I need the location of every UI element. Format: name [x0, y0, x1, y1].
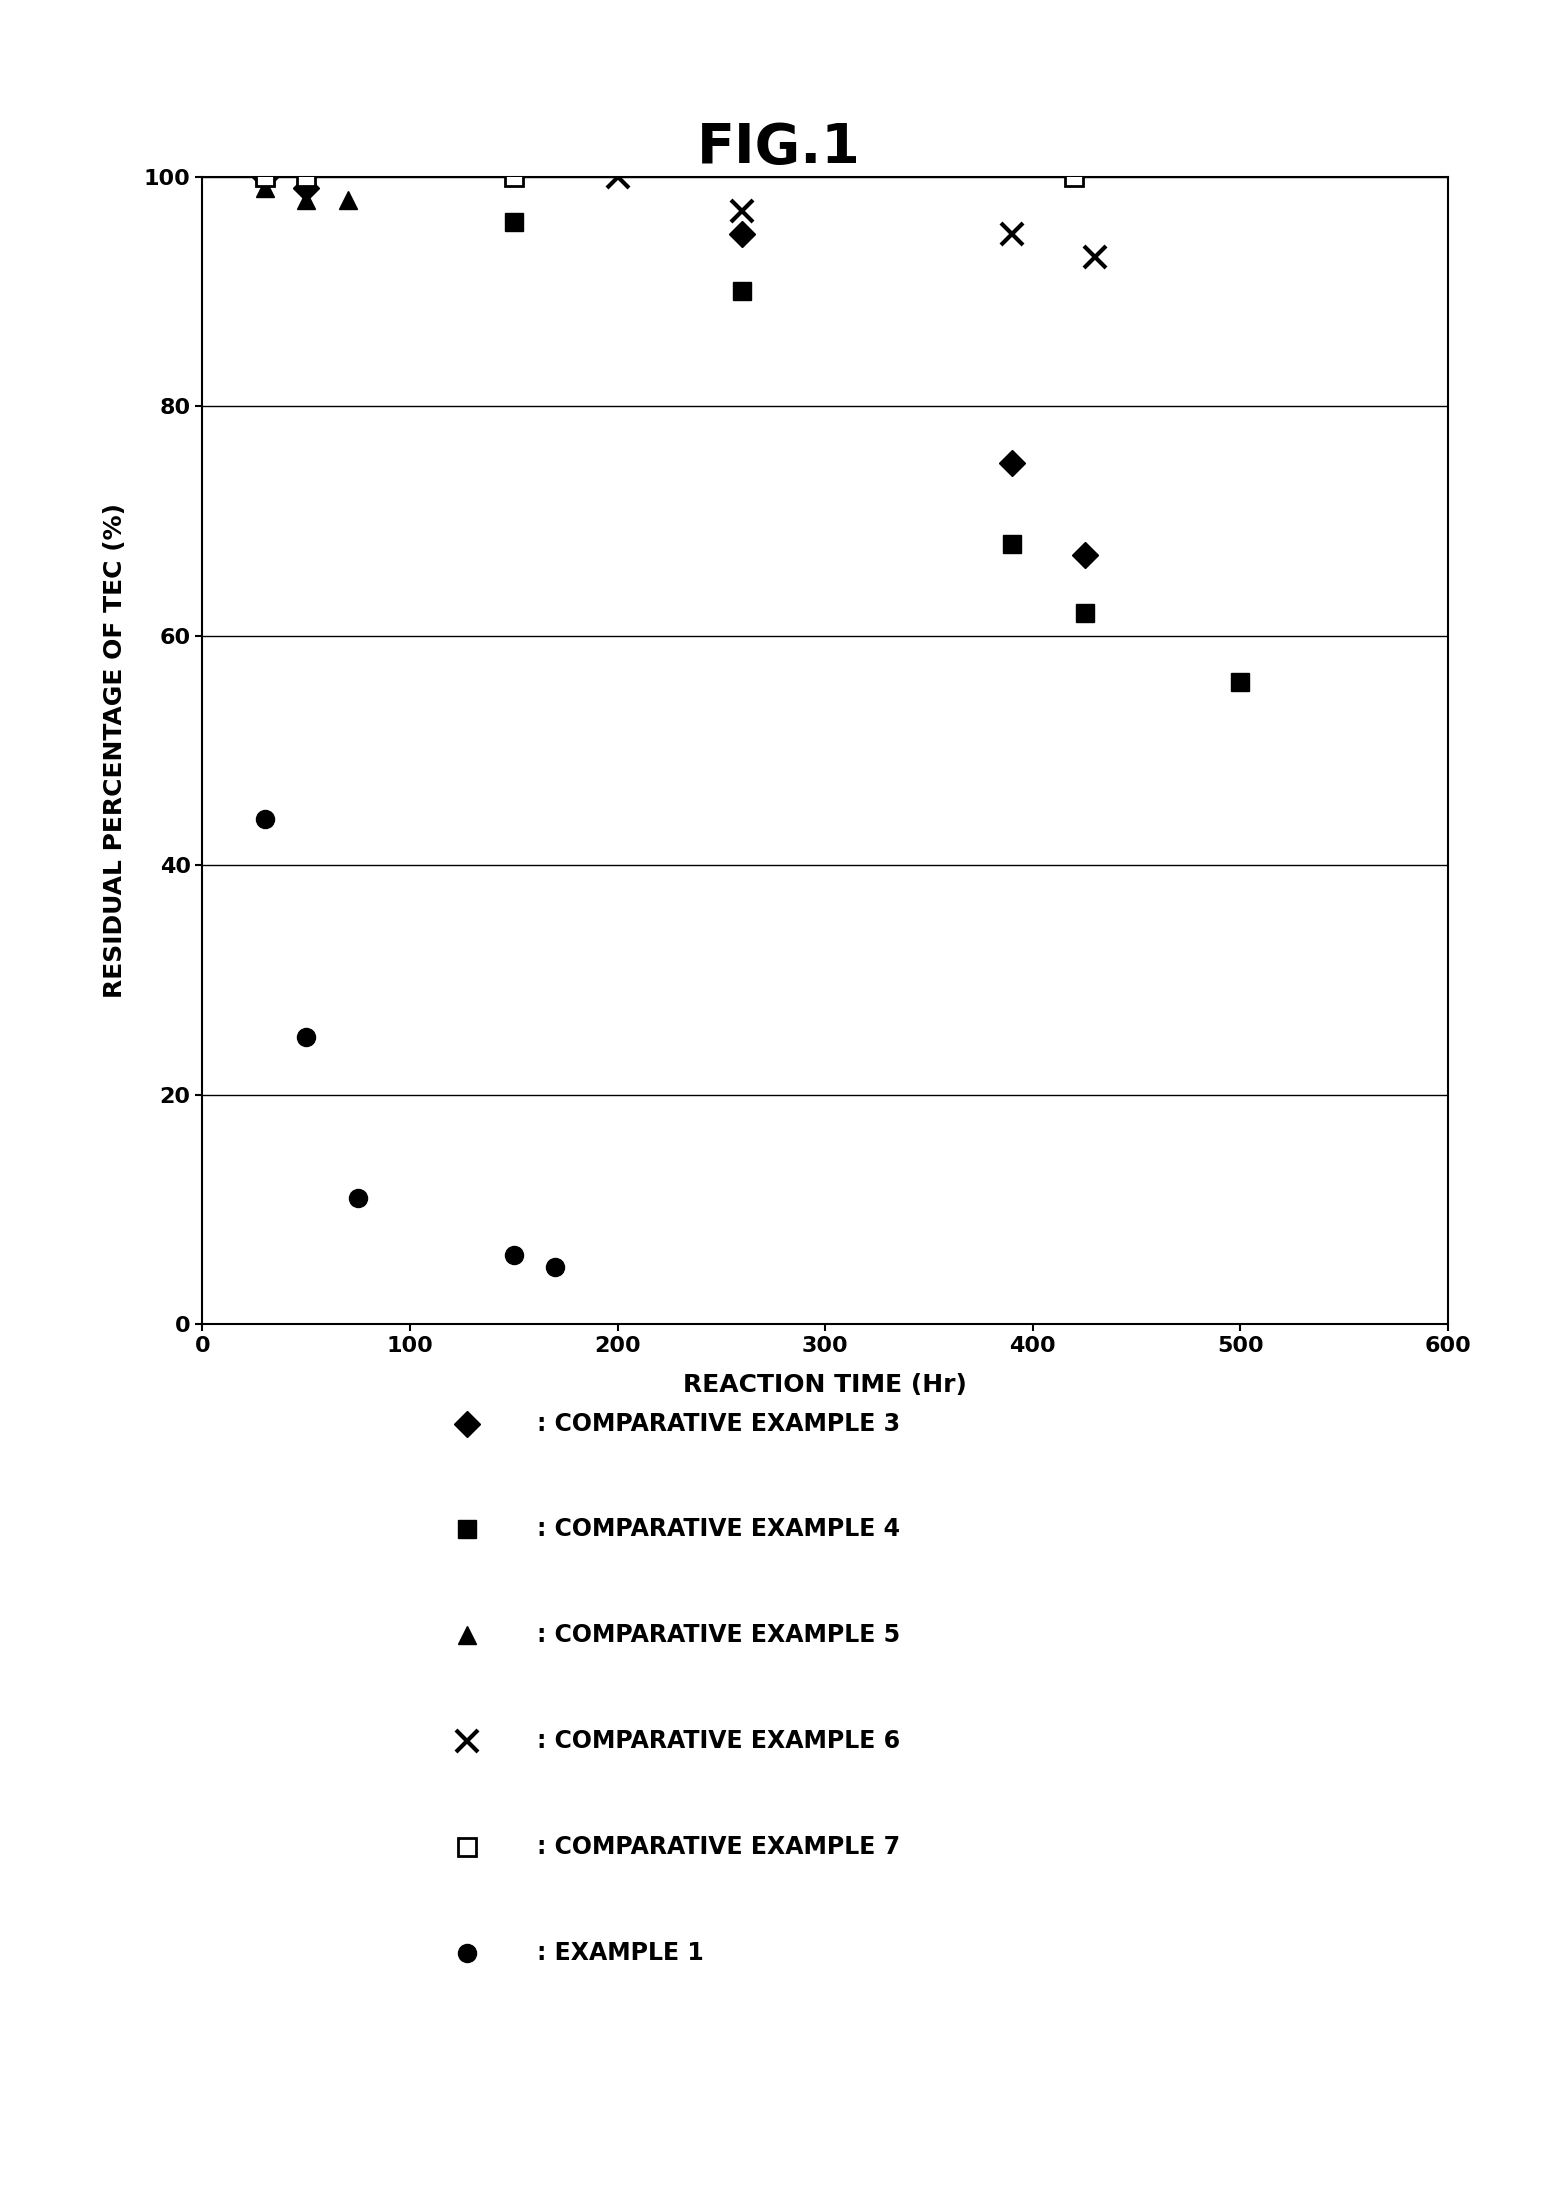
Y-axis label: RESIDUAL PERCENTAGE OF TEC (%): RESIDUAL PERCENTAGE OF TEC (%) — [103, 503, 128, 998]
Text: : COMPARATIVE EXAMPLE 5: : COMPARATIVE EXAMPLE 5 — [537, 1624, 900, 1646]
X-axis label: REACTION TIME (Hr): REACTION TIME (Hr) — [684, 1373, 967, 1397]
Text: : EXAMPLE 1: : EXAMPLE 1 — [537, 1942, 704, 1964]
Text: FIG.1: FIG.1 — [696, 121, 861, 174]
Text: : COMPARATIVE EXAMPLE 7: : COMPARATIVE EXAMPLE 7 — [537, 1836, 900, 1858]
Text: : COMPARATIVE EXAMPLE 6: : COMPARATIVE EXAMPLE 6 — [537, 1730, 900, 1752]
Text: : COMPARATIVE EXAMPLE 3: : COMPARATIVE EXAMPLE 3 — [537, 1412, 900, 1435]
Text: : COMPARATIVE EXAMPLE 4: : COMPARATIVE EXAMPLE 4 — [537, 1518, 900, 1540]
